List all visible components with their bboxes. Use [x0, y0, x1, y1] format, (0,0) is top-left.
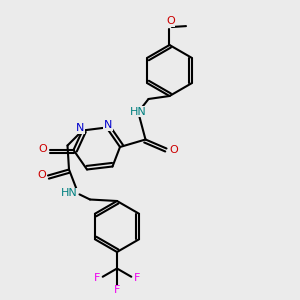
- Text: O: O: [169, 145, 178, 155]
- Text: N: N: [104, 120, 112, 130]
- Text: O: O: [37, 169, 46, 180]
- Text: F: F: [114, 285, 120, 296]
- Text: N: N: [76, 123, 84, 133]
- Text: F: F: [94, 273, 100, 283]
- Text: HN: HN: [130, 106, 146, 117]
- Text: O: O: [38, 144, 47, 154]
- Text: HN: HN: [61, 188, 77, 199]
- Text: O: O: [166, 16, 175, 26]
- Text: F: F: [134, 273, 140, 283]
